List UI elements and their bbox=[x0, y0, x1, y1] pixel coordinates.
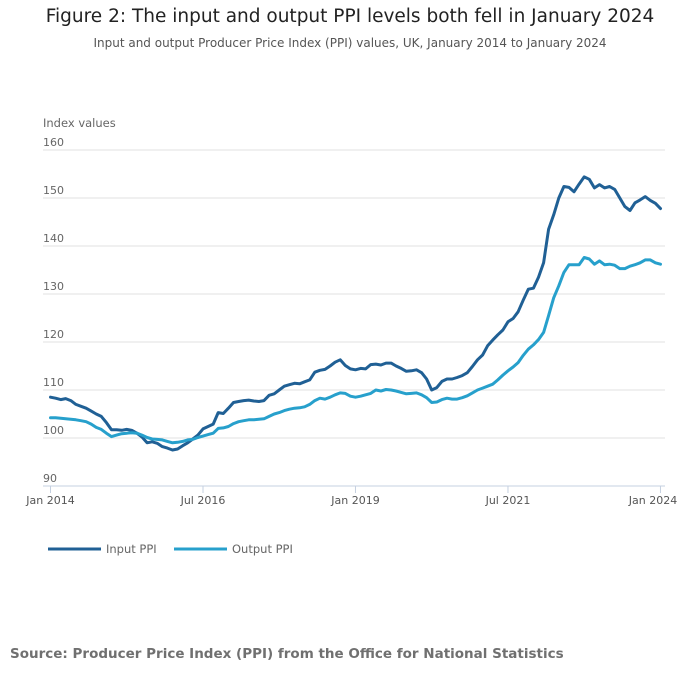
x-tick-label: Jul 2016 bbox=[180, 494, 226, 507]
x-tick-label: Jul 2021 bbox=[485, 494, 531, 507]
x-tick-label: Jan 2014 bbox=[25, 494, 74, 507]
chart-subtitle: Input and output Producer Price Index (P… bbox=[93, 36, 607, 50]
series-line-output-ppi bbox=[49, 256, 662, 445]
y-tick-label: 110 bbox=[43, 376, 64, 389]
y-tick-label: 120 bbox=[43, 328, 64, 341]
legend-label: Output PPI bbox=[232, 542, 293, 556]
source-note: Source: Producer Price Index (PPI) from … bbox=[10, 646, 564, 662]
x-tick-label: Jan 2024 bbox=[628, 494, 677, 507]
y-tick-label: 150 bbox=[43, 184, 64, 197]
line-chart: Index values 90 100 110 120 130 140 150 160 Jan… bbox=[25, 116, 677, 556]
x-tick-label: Jan 2019 bbox=[330, 494, 379, 507]
legend-label: Input PPI bbox=[106, 542, 157, 556]
y-tick-label: 100 bbox=[43, 424, 64, 437]
y-tick-label: 130 bbox=[43, 280, 64, 293]
y-tick-label: 90 bbox=[43, 472, 57, 485]
chart-title: Figure 2: The input and output PPI level… bbox=[45, 6, 655, 27]
y-axis-label: Index values bbox=[43, 116, 116, 130]
y-tick-label: 160 bbox=[43, 136, 64, 149]
y-tick-label: 140 bbox=[43, 232, 64, 245]
series-line-input-ppi bbox=[49, 175, 662, 452]
